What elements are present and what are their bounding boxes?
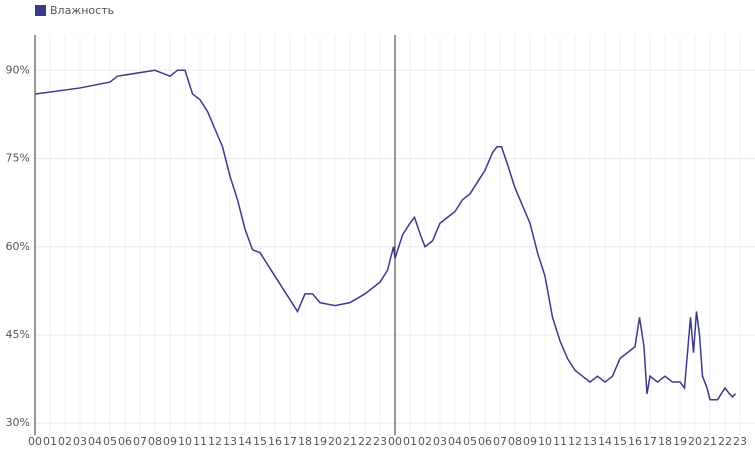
x-tick-label: 08 — [508, 435, 522, 448]
x-tick-label: 09 — [523, 435, 537, 448]
x-tick-label: 11 — [553, 435, 567, 448]
x-tick-label: 05 — [103, 435, 117, 448]
x-tick-label: 04 — [448, 435, 462, 448]
x-tick-label: 17 — [283, 435, 297, 448]
x-tick-label: 18 — [298, 435, 312, 448]
x-tick-label: 04 — [88, 435, 102, 448]
x-tick-label: 09 — [163, 435, 177, 448]
x-tick-label: 10 — [178, 435, 192, 448]
x-tick-label: 22 — [718, 435, 732, 448]
y-tick-label: 30% — [6, 416, 30, 429]
y-tick-label: 90% — [6, 63, 30, 76]
x-tick-label: 15 — [253, 435, 267, 448]
x-tick-label: 14 — [598, 435, 612, 448]
x-tick-label: 01 — [43, 435, 57, 448]
x-tick-label: 06 — [118, 435, 132, 448]
x-tick-label: 12 — [208, 435, 222, 448]
x-tick-label: 16 — [268, 435, 282, 448]
y-tick-label: 45% — [6, 328, 30, 341]
x-tick-label: 03 — [433, 435, 447, 448]
x-tick-label: 14 — [238, 435, 252, 448]
x-tick-label: 08 — [148, 435, 162, 448]
x-tick-label: 20 — [688, 435, 702, 448]
x-tick-label: 22 — [358, 435, 372, 448]
x-tick-label: 06 — [478, 435, 492, 448]
legend-swatch — [35, 5, 46, 16]
x-tick-label: 17 — [643, 435, 657, 448]
x-tick-label: 00 — [28, 435, 42, 448]
x-tick-label: 18 — [658, 435, 672, 448]
x-tick-label: 15 — [613, 435, 627, 448]
x-tick-label: 02 — [58, 435, 72, 448]
x-tick-label: 21 — [703, 435, 717, 448]
x-tick-label: 13 — [223, 435, 237, 448]
x-tick-label: 23 — [373, 435, 387, 448]
x-tick-label: 11 — [193, 435, 207, 448]
x-tick-label: 13 — [583, 435, 597, 448]
legend-label: Влажность — [50, 4, 114, 17]
x-tick-label: 01 — [403, 435, 417, 448]
x-tick-label: 16 — [628, 435, 642, 448]
y-tick-label: 60% — [6, 240, 30, 253]
x-tick-label: 12 — [568, 435, 582, 448]
x-tick-label: 19 — [313, 435, 327, 448]
x-tick-label: 10 — [538, 435, 552, 448]
x-tick-label: 23 — [733, 435, 747, 448]
x-tick-label: 21 — [343, 435, 357, 448]
x-tick-label: 19 — [673, 435, 687, 448]
x-tick-label: 20 — [328, 435, 342, 448]
x-tick-label: 05 — [463, 435, 477, 448]
x-tick-label: 00 — [388, 435, 402, 448]
y-tick-label: 75% — [6, 152, 30, 165]
x-tick-label: 02 — [418, 435, 432, 448]
x-tick-label: 07 — [133, 435, 147, 448]
x-tick-label: 07 — [493, 435, 507, 448]
line — [35, 69, 737, 401]
x-tick-label: 03 — [73, 435, 87, 448]
